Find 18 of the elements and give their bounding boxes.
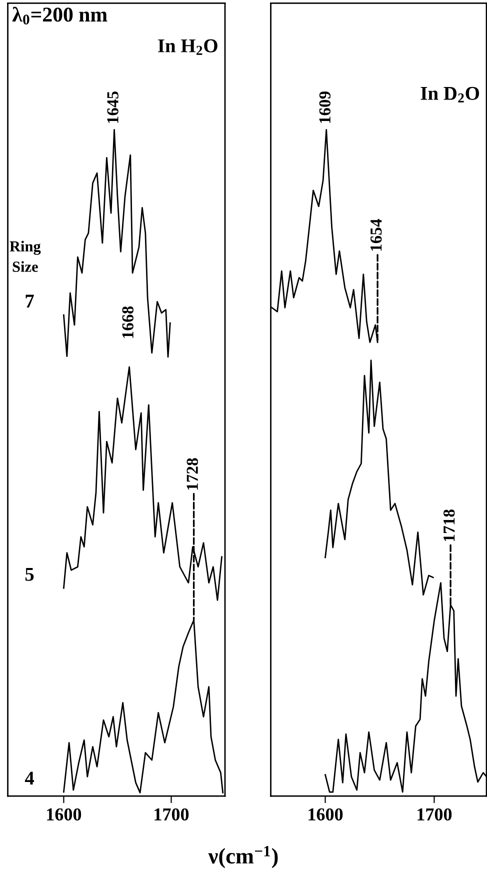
annotation: 1609 [319, 91, 331, 123]
series-label: 4 [24, 772, 34, 785]
annotation: 1645 [107, 91, 118, 123]
x-tick-label: 1600 [47, 808, 82, 821]
chart-title: λ$_{0}$=200 nm [12, 6, 108, 24]
annotation: 1668 [122, 306, 134, 338]
annotation: 1654 [370, 218, 382, 251]
x-tick-label: 1700 [418, 808, 452, 821]
series-label: 5 [25, 568, 34, 581]
x-tick-label: 1600 [308, 808, 343, 821]
chart-subtitle: In D$_{2}$O [420, 86, 480, 102]
x-tick-label: 1700 [154, 808, 189, 821]
annotation: 1728 [186, 458, 198, 490]
chart-subtitle: In H$_{2}$O [158, 39, 218, 55]
annotation: 1718 [443, 510, 455, 541]
series-label: 7 [26, 294, 34, 308]
legend-title: Ring Size [10, 240, 41, 272]
x-axis-title: ν(cm$^{−1}$) [208, 846, 278, 868]
